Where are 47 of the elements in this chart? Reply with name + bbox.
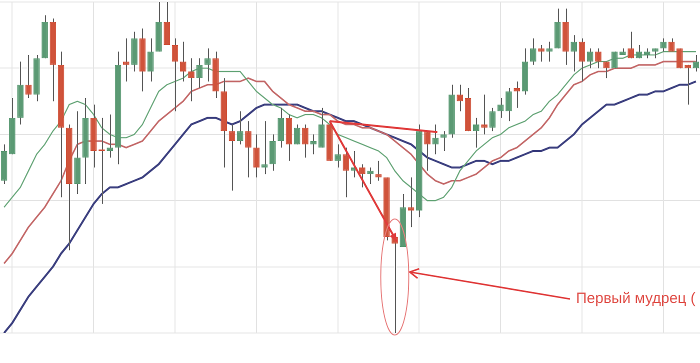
candlestick (408, 176, 414, 228)
candlestick (334, 144, 341, 168)
candlestick (472, 117, 480, 148)
candlestick (172, 38, 178, 112)
candlestick (514, 80, 520, 108)
candlestick (302, 124, 308, 158)
annotation: Первый мудрец ( (576, 290, 696, 307)
candlestick (530, 38, 536, 66)
candlestick (644, 48, 650, 59)
candlestick (236, 110, 244, 145)
candlestick (628, 31, 634, 59)
candlestick (570, 34, 578, 72)
candlestick (603, 61, 610, 79)
candlestick (294, 124, 300, 145)
candlestick (636, 44, 642, 59)
candlestick (122, 38, 130, 82)
candlestick (375, 160, 382, 182)
candlestick (424, 130, 430, 172)
candlestick (506, 88, 512, 122)
candlestick (456, 84, 464, 112)
candlestick (261, 120, 268, 175)
candlestick (578, 38, 586, 82)
candlestick (342, 147, 350, 198)
candlestick (228, 124, 236, 192)
candlestick (660, 38, 667, 52)
candlestick (245, 120, 252, 178)
candlestick (359, 164, 366, 188)
candlestick (489, 107, 496, 132)
candlestick (278, 107, 284, 148)
candlestick (106, 114, 114, 158)
candlestick (253, 134, 260, 178)
candlestick (497, 97, 504, 118)
candlestick (586, 48, 594, 69)
candlestick (481, 94, 488, 135)
candlestick (196, 58, 203, 89)
candlestick (432, 124, 439, 155)
candlestick (595, 48, 602, 69)
candlestick (692, 54, 700, 72)
candlestick (147, 38, 154, 82)
candlestick (310, 134, 317, 155)
candlestick (204, 48, 211, 82)
candlestick (318, 107, 325, 148)
candlestick (668, 38, 675, 52)
candlestick (270, 134, 276, 172)
candlestick (164, 2, 170, 46)
candlestick (188, 58, 194, 102)
candlestick (180, 41, 186, 82)
